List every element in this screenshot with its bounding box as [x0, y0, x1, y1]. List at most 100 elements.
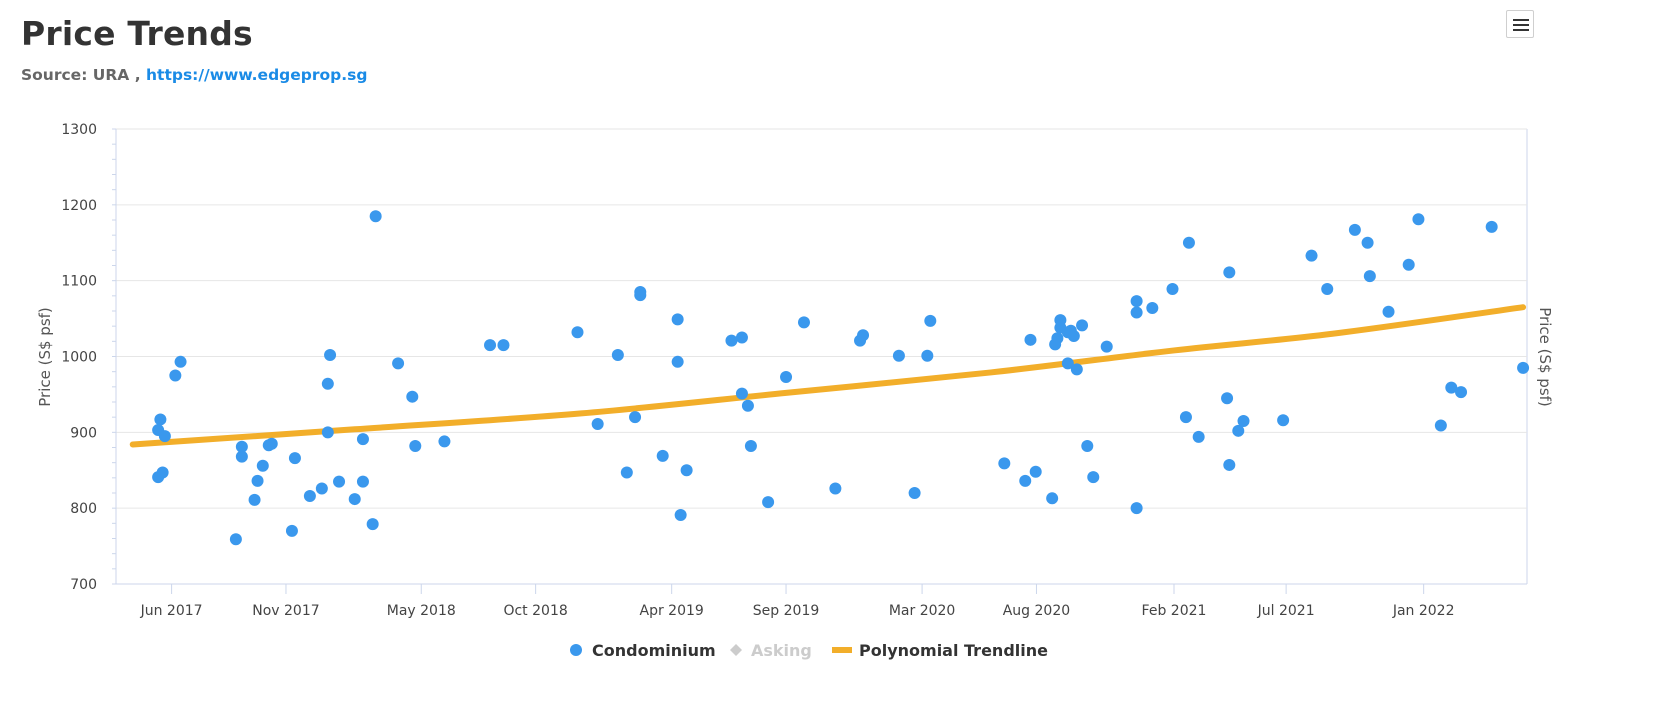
data-point[interactable] [671, 313, 684, 326]
data-point[interactable] [1130, 295, 1143, 308]
data-point[interactable] [235, 450, 248, 463]
data-point[interactable] [1455, 386, 1468, 399]
data-point[interactable] [321, 377, 334, 390]
data-point[interactable] [1232, 424, 1245, 437]
data-point[interactable] [392, 357, 405, 370]
data-point[interactable] [438, 435, 451, 448]
data-point[interactable] [1046, 492, 1059, 505]
data-point[interactable] [735, 331, 748, 344]
data-point[interactable] [735, 387, 748, 400]
data-point[interactable] [321, 426, 334, 439]
data-point[interactable] [1237, 414, 1250, 427]
data-point[interactable] [248, 493, 261, 506]
legend-item-condominium[interactable]: Condominium [570, 641, 716, 660]
data-point[interactable] [924, 314, 937, 327]
data-point[interactable] [1076, 319, 1089, 332]
data-point[interactable] [629, 411, 642, 424]
data-point[interactable] [333, 475, 346, 488]
data-point[interactable] [484, 339, 497, 352]
data-point[interactable] [229, 533, 242, 546]
data-point[interactable] [725, 334, 738, 347]
data-point[interactable] [1321, 283, 1334, 296]
data-point[interactable] [671, 355, 684, 368]
data-point[interactable] [680, 464, 693, 477]
data-point[interactable] [406, 390, 419, 403]
data-point[interactable] [1051, 332, 1064, 345]
data-point[interactable] [315, 482, 328, 495]
data-point[interactable] [348, 493, 361, 506]
source-link[interactable]: https://www.edgeprop.sg [146, 66, 368, 84]
data-point[interactable] [1223, 458, 1236, 471]
data-point[interactable] [1485, 220, 1498, 233]
data-point[interactable] [611, 348, 624, 361]
data-point[interactable] [921, 349, 934, 362]
data-point[interactable] [591, 417, 604, 430]
data-point[interactable] [1517, 361, 1530, 374]
data-point[interactable] [1029, 465, 1042, 478]
data-point[interactable] [174, 355, 187, 368]
data-point[interactable] [998, 457, 1011, 470]
data-point[interactable] [780, 370, 793, 383]
data-point[interactable] [1192, 430, 1205, 443]
data-point[interactable] [356, 433, 369, 446]
data-point[interactable] [1054, 314, 1067, 327]
data-point[interactable] [158, 430, 171, 443]
data-point[interactable] [1223, 266, 1236, 279]
legend-item-asking[interactable]: Asking [730, 641, 812, 660]
data-point[interactable] [908, 487, 921, 499]
data-point[interactable] [285, 524, 298, 537]
data-point[interactable] [1024, 333, 1037, 346]
data-point[interactable] [1061, 357, 1074, 370]
data-point[interactable] [256, 459, 269, 472]
data-point[interactable] [366, 518, 379, 531]
data-point[interactable] [857, 329, 870, 342]
data-point[interactable] [656, 449, 669, 462]
data-point[interactable] [369, 210, 382, 223]
data-point[interactable] [634, 286, 647, 299]
data-point[interactable] [1361, 236, 1374, 249]
data-point[interactable] [1445, 381, 1458, 394]
data-point[interactable] [169, 369, 182, 382]
data-point[interactable] [797, 316, 810, 329]
data-point[interactable] [1179, 411, 1192, 424]
data-point[interactable] [356, 475, 369, 488]
data-point[interactable] [829, 482, 842, 495]
data-point[interactable] [1166, 283, 1179, 296]
data-point[interactable] [303, 490, 316, 503]
data-point[interactable] [1100, 340, 1113, 353]
data-point[interactable] [288, 452, 301, 465]
data-point[interactable] [1182, 236, 1195, 249]
data-point[interactable] [1019, 474, 1032, 487]
data-point[interactable] [1221, 392, 1234, 405]
data-point[interactable] [1305, 249, 1318, 262]
data-point[interactable] [251, 474, 264, 487]
data-point[interactable] [265, 437, 278, 450]
data-point[interactable] [1402, 258, 1415, 271]
data-point[interactable] [156, 466, 169, 479]
data-point[interactable] [741, 399, 754, 412]
data-point[interactable] [1070, 363, 1083, 376]
data-point[interactable] [571, 326, 584, 339]
data-point[interactable] [409, 439, 422, 452]
data-point[interactable] [1348, 223, 1361, 236]
data-point[interactable] [1130, 306, 1143, 319]
data-point[interactable] [1146, 301, 1159, 314]
data-point[interactable] [235, 440, 248, 453]
legend-item-polynomial-trendline[interactable]: Polynomial Trendline [832, 641, 1048, 660]
data-point[interactable] [620, 466, 633, 479]
data-point[interactable] [1412, 213, 1425, 226]
data-point[interactable] [497, 339, 510, 352]
data-point[interactable] [154, 413, 167, 426]
data-point[interactable] [1081, 439, 1094, 452]
data-point[interactable] [762, 496, 775, 509]
data-point[interactable] [1130, 502, 1143, 515]
data-point[interactable] [1434, 419, 1447, 432]
data-point[interactable] [1087, 471, 1100, 484]
hamburger-menu-button[interactable] [1506, 10, 1534, 38]
data-point[interactable] [1277, 414, 1290, 427]
data-point[interactable] [324, 348, 337, 361]
data-point[interactable] [674, 508, 687, 521]
data-point[interactable] [744, 439, 757, 452]
data-point[interactable] [1363, 270, 1376, 283]
data-point[interactable] [1382, 305, 1395, 318]
